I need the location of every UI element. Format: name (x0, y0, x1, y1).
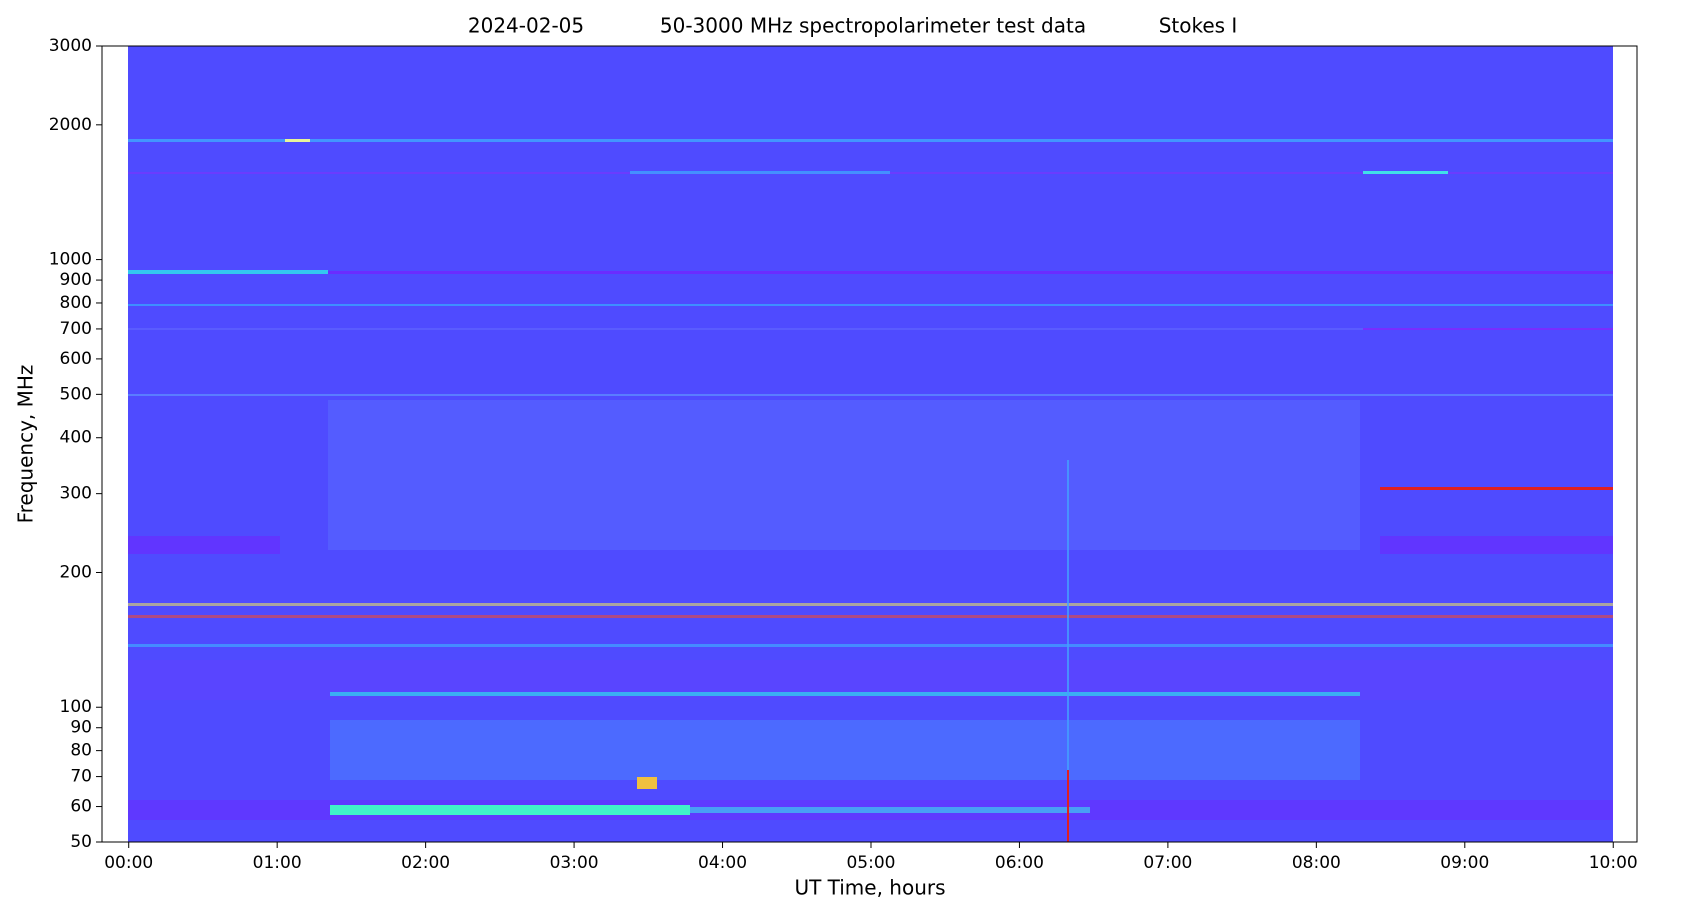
x-tick-label: 05:00 (846, 853, 895, 873)
x-tick-label: 07:00 (1143, 853, 1192, 873)
axes-frame (101, 45, 1638, 843)
y-tick-label: 400 (60, 428, 92, 448)
x-tick-label: 10:00 (1589, 853, 1638, 873)
y-tick-label: 500 (60, 384, 92, 404)
y-tick-label: 800 (60, 293, 92, 313)
y-tick-label: 300 (60, 484, 92, 504)
x-tick-label: 00:00 (104, 853, 153, 873)
x-tick-label: 08:00 (1292, 853, 1341, 873)
x-axis-label: UT Time, hours (794, 876, 945, 900)
x-tick-label: 01:00 (253, 853, 302, 873)
x-tick-label: 04:00 (698, 853, 747, 873)
chart-title: Stokes I (1159, 14, 1238, 38)
x-tick-label: 09:00 (1440, 853, 1489, 873)
x-tick-label: 03:00 (550, 853, 599, 873)
chart-title: 2024-02-05 (468, 14, 584, 38)
y-tick-label: 900 (60, 270, 92, 290)
spectrogram-image (128, 46, 1613, 842)
y-tick-label: 700 (60, 319, 92, 339)
x-tick-label: 06:00 (995, 853, 1044, 873)
x-tick-label: 02:00 (401, 853, 450, 873)
y-axis-label: Frequency, MHz (14, 365, 38, 524)
y-tick-label: 200 (60, 562, 92, 582)
y-tick-label: 60 (70, 797, 92, 817)
y-tick-label: 1000 (49, 250, 92, 270)
y-tick-label: 2000 (49, 115, 92, 135)
chart-title: 50-3000 MHz spectropolarimeter test data (660, 14, 1086, 38)
y-tick-label: 80 (70, 741, 92, 761)
y-tick-label: 600 (60, 349, 92, 369)
y-tick-label: 100 (60, 697, 92, 717)
y-tick-label: 70 (70, 767, 92, 787)
y-tick-label: 90 (70, 718, 92, 738)
y-tick-label: 50 (70, 832, 92, 852)
y-tick-label: 3000 (49, 36, 92, 56)
